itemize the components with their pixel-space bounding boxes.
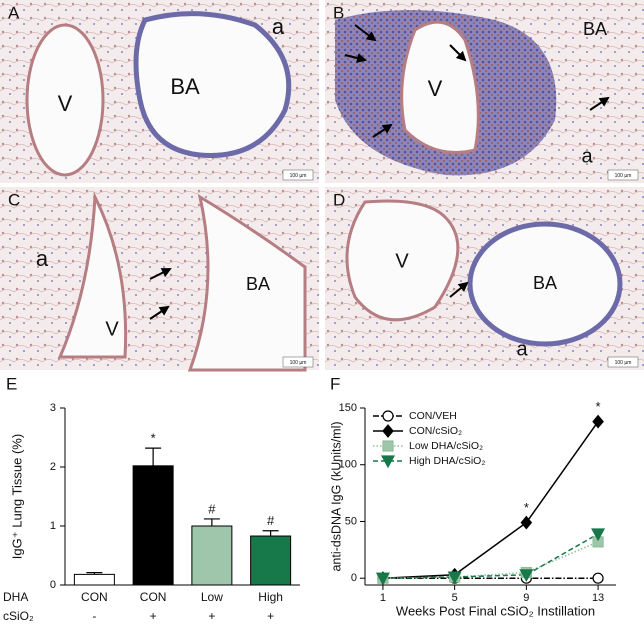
point bbox=[520, 515, 533, 530]
y-axis-title: anti-dsDNA IgG (kUnits/ml) bbox=[329, 421, 343, 571]
scale-bar-box bbox=[607, 356, 639, 368]
arrow bbox=[449, 44, 467, 62]
region-label: BA bbox=[246, 274, 270, 294]
scale-bar-label: 100 µm bbox=[615, 173, 632, 179]
airway-epithelium bbox=[133, 11, 292, 158]
scale-bar-label: 100 µm bbox=[290, 360, 307, 366]
bar bbox=[250, 535, 292, 586]
x-tick-label: + bbox=[208, 609, 215, 623]
y-tick-label: 100 bbox=[339, 459, 357, 471]
arrow bbox=[149, 305, 170, 320]
point bbox=[591, 528, 606, 542]
x-tick-label: CON bbox=[81, 590, 108, 604]
point bbox=[519, 569, 534, 583]
y-axis-title: IgG⁺ Lung Tissue (%) bbox=[9, 434, 24, 559]
x-tick-label: Low bbox=[201, 590, 223, 604]
bar bbox=[191, 525, 233, 586]
scale-bar-label: 100 µm bbox=[290, 173, 307, 179]
x-tick-label: 9 bbox=[523, 592, 529, 604]
x-axis-title: Weeks Post Final cSiO₂ Instillation bbox=[396, 603, 595, 618]
lumen bbox=[57, 191, 128, 359]
x-tick-label: CON bbox=[140, 590, 167, 604]
scale-bar-box bbox=[607, 169, 639, 181]
series-line bbox=[382, 541, 599, 579]
point bbox=[447, 571, 462, 585]
region-label: V bbox=[105, 318, 119, 340]
legend-label: Low DHA/cSiO₂ bbox=[409, 440, 483, 452]
region-label: BA bbox=[533, 273, 557, 293]
panel-letter: E bbox=[6, 374, 17, 393]
significance-marker: * bbox=[151, 431, 156, 446]
lumen bbox=[187, 193, 307, 372]
micrograph: D V BA a 100 µm bbox=[325, 187, 644, 370]
legend-marker bbox=[382, 410, 394, 422]
point bbox=[375, 572, 390, 586]
x-tick-label: + bbox=[150, 609, 157, 623]
arrow bbox=[372, 123, 393, 138]
region-label: a bbox=[272, 14, 285, 39]
panel-letter: D bbox=[333, 190, 345, 209]
region-label: BA bbox=[170, 74, 200, 99]
legend-marker bbox=[380, 455, 396, 469]
y-tick-label: 50 bbox=[345, 515, 357, 527]
arrow bbox=[449, 281, 469, 298]
panel-letter: F bbox=[330, 374, 340, 393]
y-tick-label: 3 bbox=[50, 402, 56, 414]
scale-bar-box bbox=[282, 356, 314, 368]
legend-marker bbox=[382, 440, 394, 452]
y-tick-label: 0 bbox=[50, 579, 56, 591]
legend-label: High DHA/cSiO₂ bbox=[409, 455, 485, 467]
x-tick-label: High bbox=[258, 590, 283, 604]
point bbox=[592, 572, 604, 584]
row-label: DHA bbox=[3, 590, 28, 604]
airway-epithelium bbox=[467, 221, 623, 347]
y-tick-label: 2 bbox=[50, 461, 56, 473]
significance-marker: # bbox=[267, 513, 275, 528]
significance-marker: * bbox=[524, 500, 529, 515]
bar bbox=[132, 465, 174, 586]
significance-marker: # bbox=[208, 501, 216, 516]
point bbox=[592, 414, 604, 429]
lumen bbox=[25, 23, 105, 177]
legend-marker bbox=[382, 424, 394, 438]
series-line bbox=[382, 421, 599, 579]
row-label: cSiO₂ bbox=[3, 609, 34, 623]
region-label: a bbox=[36, 246, 49, 271]
x-tick-label: + bbox=[267, 609, 274, 623]
arrow bbox=[589, 96, 610, 111]
x-tick-label: 5 bbox=[452, 592, 458, 604]
panel-letter: B bbox=[333, 3, 344, 22]
x-tick-label: 13 bbox=[592, 592, 604, 604]
micrograph: Ca V BA 100 µm bbox=[0, 187, 319, 372]
series-line bbox=[382, 533, 599, 579]
x-tick-label: - bbox=[92, 609, 96, 623]
panel-letter: A bbox=[8, 3, 20, 22]
significance-marker: * bbox=[596, 399, 601, 414]
region-label: V bbox=[428, 76, 443, 101]
region-label: a bbox=[581, 145, 593, 167]
region-label: V bbox=[395, 250, 409, 272]
y-tick-label: 0 bbox=[351, 572, 357, 584]
arrow bbox=[354, 24, 377, 42]
y-tick-label: 1 bbox=[50, 520, 56, 532]
y-tick-label: 150 bbox=[339, 402, 357, 414]
micrograph: B V BA a 100 µm bbox=[325, 0, 644, 183]
region-label: V bbox=[58, 91, 73, 116]
scale-bar-box bbox=[282, 169, 314, 181]
scale-bar-label: 100 µm bbox=[615, 360, 632, 366]
legend-label: CON/VEH bbox=[409, 410, 457, 422]
arrow bbox=[149, 268, 172, 280]
panel-letter: C bbox=[8, 190, 20, 209]
region-label: a bbox=[516, 338, 528, 360]
arrow bbox=[344, 53, 367, 63]
legend-label: CON/cSiO₂ bbox=[409, 425, 462, 437]
x-tick-label: 1 bbox=[380, 592, 386, 604]
lumen bbox=[345, 199, 460, 322]
bar bbox=[73, 573, 115, 586]
region-label: BA bbox=[583, 19, 607, 39]
micrograph: A V BA a 100 µm bbox=[0, 0, 319, 183]
